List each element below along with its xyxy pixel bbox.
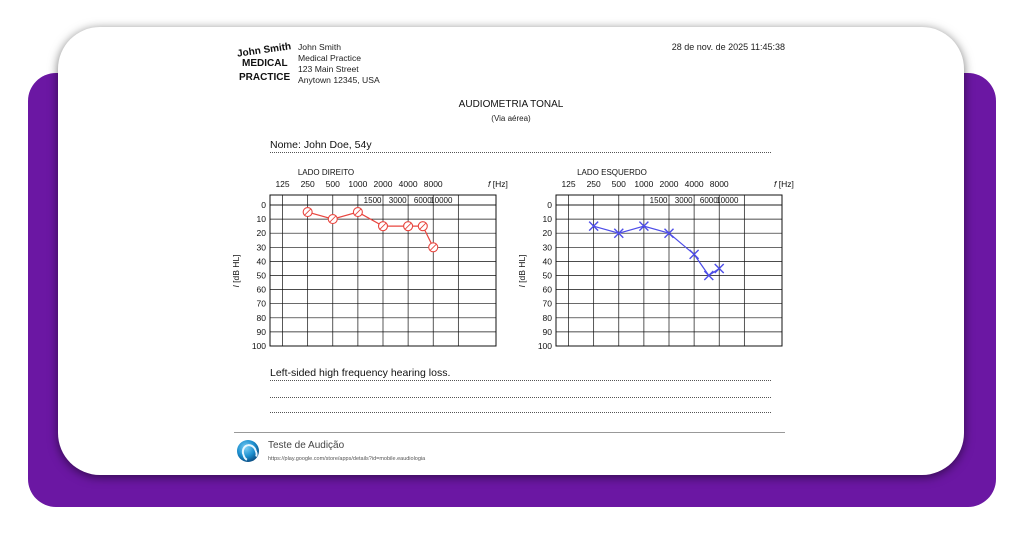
- x-tick-label-half-octave: 3000: [675, 196, 693, 205]
- app-url[interactable]: https://play.google.com/store/apps/detai…: [268, 456, 426, 462]
- cross-stroke: [689, 249, 700, 260]
- y-tick-label: 100: [538, 341, 552, 351]
- y-tick-label: 100: [252, 341, 266, 351]
- logo-line-3: PRACTICE: [239, 72, 291, 83]
- report-card: [58, 27, 964, 475]
- x-tick-label: 8000: [424, 179, 443, 189]
- y-tick-label: 30: [257, 242, 267, 252]
- y-tick-label: 60: [257, 285, 267, 295]
- note-text: Left-sided high frequency hearing loss.: [270, 367, 451, 379]
- y-tick-label: 0: [547, 200, 552, 210]
- report-subtitle: (Via aérea): [491, 114, 531, 123]
- x-tick-label: 1000: [348, 179, 367, 189]
- series-line: [307, 211, 434, 248]
- report-datetime: 28 de nov. de 2025 11:45:38: [671, 42, 785, 52]
- x-tick-label-half-octave: 3000: [389, 196, 407, 205]
- y-tick-label: 70: [543, 299, 553, 309]
- data-point-slash: [429, 243, 437, 251]
- chart-title: LADO DIREITO: [298, 168, 354, 177]
- note-line-empty: [270, 384, 771, 398]
- note-line: Left-sided high frequency hearing loss.: [270, 367, 771, 381]
- x-tick-label: 250: [301, 179, 315, 189]
- cross-stroke: [714, 263, 725, 274]
- x-tick-label: 500: [612, 179, 626, 189]
- x-tick-label-half-octave: 6000: [700, 196, 718, 205]
- y-tick-label: 50: [257, 271, 267, 281]
- footer-divider: [234, 432, 785, 433]
- data-point-slash: [304, 208, 311, 216]
- name-label: Nome:: [270, 139, 301, 151]
- y-tick-label: 0: [261, 200, 266, 210]
- data-point-slash: [354, 208, 362, 216]
- y-tick-label: 10: [543, 214, 553, 224]
- x-tick-label: 4000: [399, 179, 418, 189]
- x-tick-label-half-octave: 1500: [364, 196, 382, 205]
- x-tick-label: 1000: [634, 179, 653, 189]
- data-point-cross: [613, 228, 624, 239]
- y-tick-label: 50: [543, 271, 553, 281]
- x-tick-label-half-octave: 10000: [716, 196, 739, 205]
- x-tick-label: 2000: [374, 179, 393, 189]
- data-point-slash: [419, 222, 427, 230]
- practice-address: John Smith Medical Practice 123 Main Str…: [298, 42, 380, 86]
- y-tick-label: 70: [257, 299, 267, 309]
- app-name: Teste de Audição: [268, 440, 345, 451]
- x-tick-label: 125: [275, 179, 289, 189]
- y-tick-label: 90: [257, 327, 267, 337]
- x-tick-label-half-octave: 10000: [430, 196, 453, 205]
- cross-stroke: [613, 228, 624, 239]
- x-tick-label: 4000: [685, 179, 704, 189]
- x-unit-label: f [Hz]: [774, 179, 794, 189]
- data-point-cross: [664, 228, 674, 239]
- series-line: [593, 225, 720, 277]
- y-axis-label: I [dB HL]: [231, 254, 241, 287]
- y-tick-label: 20: [257, 228, 267, 238]
- x-unit-label: f [Hz]: [488, 179, 508, 189]
- data-point-slash: [379, 222, 387, 230]
- x-tick-label-half-octave: 6000: [414, 196, 432, 205]
- y-tick-label: 30: [543, 242, 553, 252]
- report-title: AUDIOMETRIA TONAL: [458, 99, 564, 110]
- x-tick-label: 8000: [710, 179, 729, 189]
- cross-stroke: [703, 270, 714, 281]
- note-line-empty: [270, 399, 771, 413]
- x-tick-label-half-octave: 1500: [650, 196, 668, 205]
- data-point-slash: [404, 222, 412, 230]
- logo-line-2: MEDICAL: [242, 58, 288, 69]
- cross-stroke: [664, 228, 674, 239]
- y-tick-label: 40: [257, 256, 267, 266]
- y-tick-label: 90: [543, 327, 553, 337]
- chart-title: LADO ESQUERDO: [577, 168, 647, 177]
- app-logo-icon: [237, 440, 259, 462]
- address-line: Medical Practice: [298, 53, 362, 63]
- data-point-slash: [329, 215, 337, 223]
- y-tick-label: 20: [543, 228, 553, 238]
- x-tick-label: 2000: [660, 179, 679, 189]
- address-line: 123 Main Street: [298, 64, 359, 74]
- y-tick-label: 10: [257, 214, 267, 224]
- data-point-cross: [638, 221, 649, 232]
- x-tick-label: 125: [561, 179, 575, 189]
- name-value: John Doe, 54y: [303, 139, 372, 151]
- data-point-cross: [714, 263, 725, 274]
- y-tick-label: 80: [543, 313, 553, 323]
- patient-name-line: Nome: John Doe, 54y: [270, 139, 771, 153]
- practice-logo: John Smith MEDICAL PRACTICE: [236, 41, 293, 92]
- x-tick-label: 500: [326, 179, 340, 189]
- x-tick-label: 250: [587, 179, 601, 189]
- y-tick-label: 80: [257, 313, 267, 323]
- data-point-cross: [588, 221, 599, 232]
- cross-stroke: [588, 221, 599, 232]
- cross-stroke: [638, 221, 649, 232]
- data-point-cross: [703, 270, 714, 281]
- y-axis-label: I [dB HL]: [517, 254, 527, 287]
- data-point-cross: [689, 249, 700, 260]
- address-line: Anytown 12345, USA: [298, 75, 380, 85]
- y-tick-label: 60: [543, 285, 553, 295]
- y-tick-label: 40: [543, 256, 553, 266]
- address-line: John Smith: [298, 42, 341, 52]
